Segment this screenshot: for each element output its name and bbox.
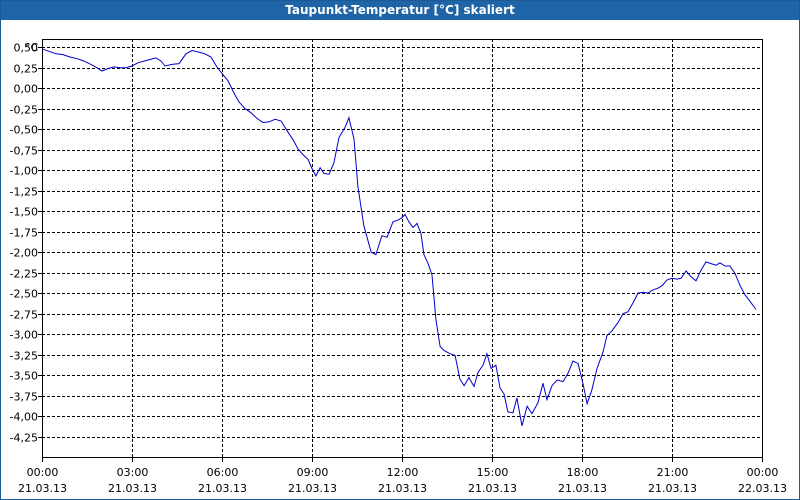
y-tick-label: -3,00 [10,329,38,342]
y-tick-label: 0,00 [14,83,39,96]
dewpoint-chart: 0,50 0,25 0,00 -0,25 -0,50 -0,75 -1,00 -1,25 -1,… [10,39,787,495]
y-tick-label: -3,75 [10,391,38,404]
x-tick-date: 21.03.13 [558,482,607,495]
y-axis-ticks: 0,50 0,25 0,00 -0,25 -0,50 -0,75 -1,00 -1,25 -1,… [10,42,38,445]
y-tick-label: 0,50 [14,42,39,55]
x-tick-time: 00:00 [747,466,779,479]
axes [38,39,763,462]
y-tick-label: 0,25 [14,63,39,76]
x-tick-date: 22.03.13 [738,482,787,495]
y-tick-label: -1,50 [10,206,38,219]
series [41,48,757,427]
y-tick-label: -0,25 [10,104,38,117]
y-tick-label: -2,00 [10,247,38,260]
plot-area-border [42,39,763,458]
x-tick-time: 18:00 [567,466,599,479]
x-tick-date: 21.03.13 [288,482,337,495]
x-tick-date: 21.03.13 [468,482,517,495]
y-tick-label: -4,00 [10,411,38,424]
y-tick-label: -0,50 [10,124,38,137]
y-tick-label: -1,75 [10,227,38,240]
y-tick-label: -1,00 [10,165,38,178]
chart-title: Taupunkt-Temperatur [°C] skaliert [1,1,799,20]
grid [42,39,762,457]
y-axis-unit: °C [25,41,39,54]
x-tick-date: 21.03.13 [378,482,427,495]
x-tick-time: 03:00 [117,466,149,479]
y-tick-label: -4,25 [10,432,38,445]
y-tick-label: -1,25 [10,186,38,199]
x-tick-time: 21:00 [657,466,689,479]
y-tick-label: -0,75 [10,145,38,158]
x-tick-time: 09:00 [297,466,329,479]
x-tick-time: 12:00 [387,466,419,479]
x-tick-date: 21.03.13 [198,482,247,495]
x-tick-date: 21.03.13 [648,482,697,495]
y-tick-label: -3,50 [10,370,38,383]
x-tick-date: 21.03.13 [108,482,157,495]
y-tick-label: -2,50 [10,288,38,301]
x-tick-time: 00:00 [27,466,59,479]
x-tick-time: 06:00 [207,466,239,479]
y-tick-label: -2,25 [10,268,38,281]
dewpoint-series-line [41,48,757,427]
x-axis-ticks: 00:00 21.03.13 03:00 21.03.13 06:00 21.03.13 0… [18,466,787,495]
x-tick-time: 15:00 [477,466,509,479]
y-tick-label: -2,75 [10,309,38,322]
x-tick-date: 21.03.13 [18,482,67,495]
y-tick-label: -3,25 [10,350,38,363]
